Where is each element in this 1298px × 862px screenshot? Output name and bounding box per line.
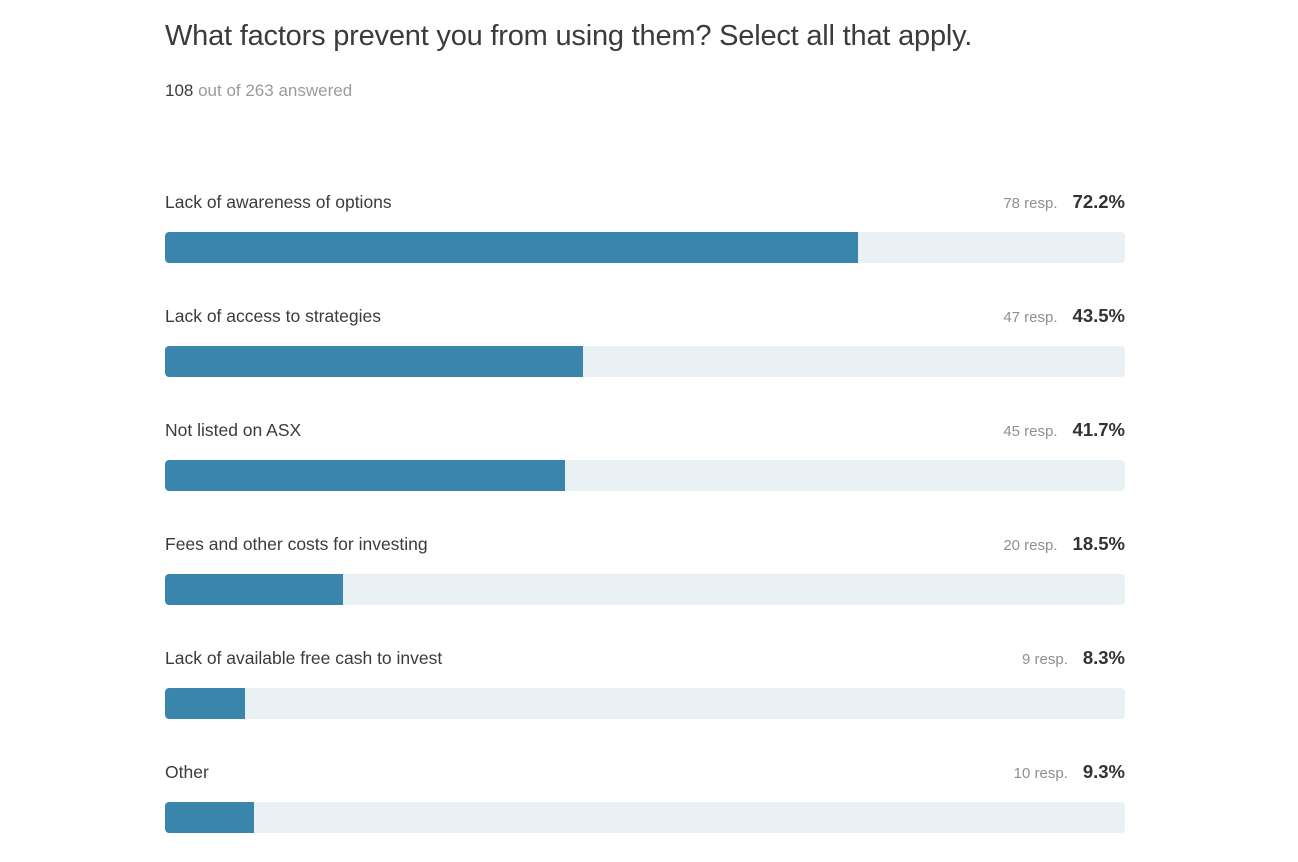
response-count: 47 resp. (1003, 309, 1058, 326)
bar-row: Lack of awareness of options 78 resp. 72… (165, 190, 1125, 263)
bar-fill (165, 802, 255, 833)
response-count: 9 resp. (1021, 651, 1068, 668)
bar-row: Other 10 resp. 9.3% (165, 760, 1125, 833)
answer-label: Lack of awareness of options (165, 192, 392, 212)
bar-row: Lack of access to strategies 47 resp. 43… (165, 304, 1125, 377)
answer-stats: 45 resp. 41.7% (1003, 419, 1125, 441)
bar-row: Not listed on ASX 45 resp. 41.7% (165, 418, 1125, 491)
answered-count: 108 (165, 81, 194, 100)
bar-fill (165, 346, 583, 377)
bar-fill (165, 574, 343, 605)
answer-label: Lack of available free cash to invest (165, 648, 443, 668)
bar-row-header: Lack of access to strategies 47 resp. 43… (165, 304, 1125, 328)
bar-track (165, 460, 1125, 491)
answered-summary: 108 out of 263 answered (165, 80, 1125, 102)
bar-track (165, 346, 1125, 377)
response-percent: 8.3% (1082, 647, 1125, 668)
bar-row: Fees and other costs for investing 20 re… (165, 532, 1125, 605)
answer-stats: 9 resp. 8.3% (1022, 647, 1125, 669)
response-percent: 9.3% (1082, 761, 1125, 782)
bar-row-header: Fees and other costs for investing 20 re… (165, 532, 1125, 556)
bar-row-header: Lack of available free cash to invest 9 … (165, 646, 1125, 670)
answer-label: Lack of access to strategies (165, 306, 381, 326)
answer-stats: 78 resp. 72.2% (1003, 191, 1125, 213)
response-percent: 18.5% (1072, 533, 1125, 554)
response-percent: 41.7% (1072, 419, 1125, 440)
answer-stats: 20 resp. 18.5% (1003, 533, 1125, 555)
answer-label: Not listed on ASX (165, 420, 302, 440)
bar-row: Lack of available free cash to invest 9 … (165, 646, 1125, 719)
bar-track (165, 688, 1125, 719)
answer-label: Fees and other costs for investing (165, 534, 428, 554)
bar-track (165, 574, 1125, 605)
bar-row-header: Not listed on ASX 45 resp. 41.7% (165, 418, 1125, 442)
bar-fill (165, 232, 859, 263)
response-percent: 72.2% (1072, 191, 1125, 212)
response-count: 10 resp. (1013, 765, 1068, 782)
bar-fill (165, 688, 245, 719)
bar-track (165, 232, 1125, 263)
bar-track (165, 802, 1125, 833)
answer-label: Other (165, 762, 209, 782)
bar-row-header: Lack of awareness of options 78 resp. 72… (165, 190, 1125, 214)
answered-suffix: out of 263 answered (193, 81, 353, 100)
answer-stats: 47 resp. 43.5% (1003, 305, 1125, 327)
bar-fill (165, 460, 566, 491)
answer-stats: 10 resp. 9.3% (1014, 761, 1125, 783)
response-count: 45 resp. (1003, 423, 1058, 440)
question-title: What factors prevent you from using them… (165, 20, 973, 52)
response-percent: 43.5% (1072, 305, 1125, 326)
response-count: 78 resp. (1003, 195, 1058, 212)
bar-row-header: Other 10 resp. 9.3% (165, 760, 1125, 784)
response-count: 20 resp. (1003, 537, 1058, 554)
bar-chart: Lack of awareness of options 78 resp. 72… (165, 190, 1125, 833)
